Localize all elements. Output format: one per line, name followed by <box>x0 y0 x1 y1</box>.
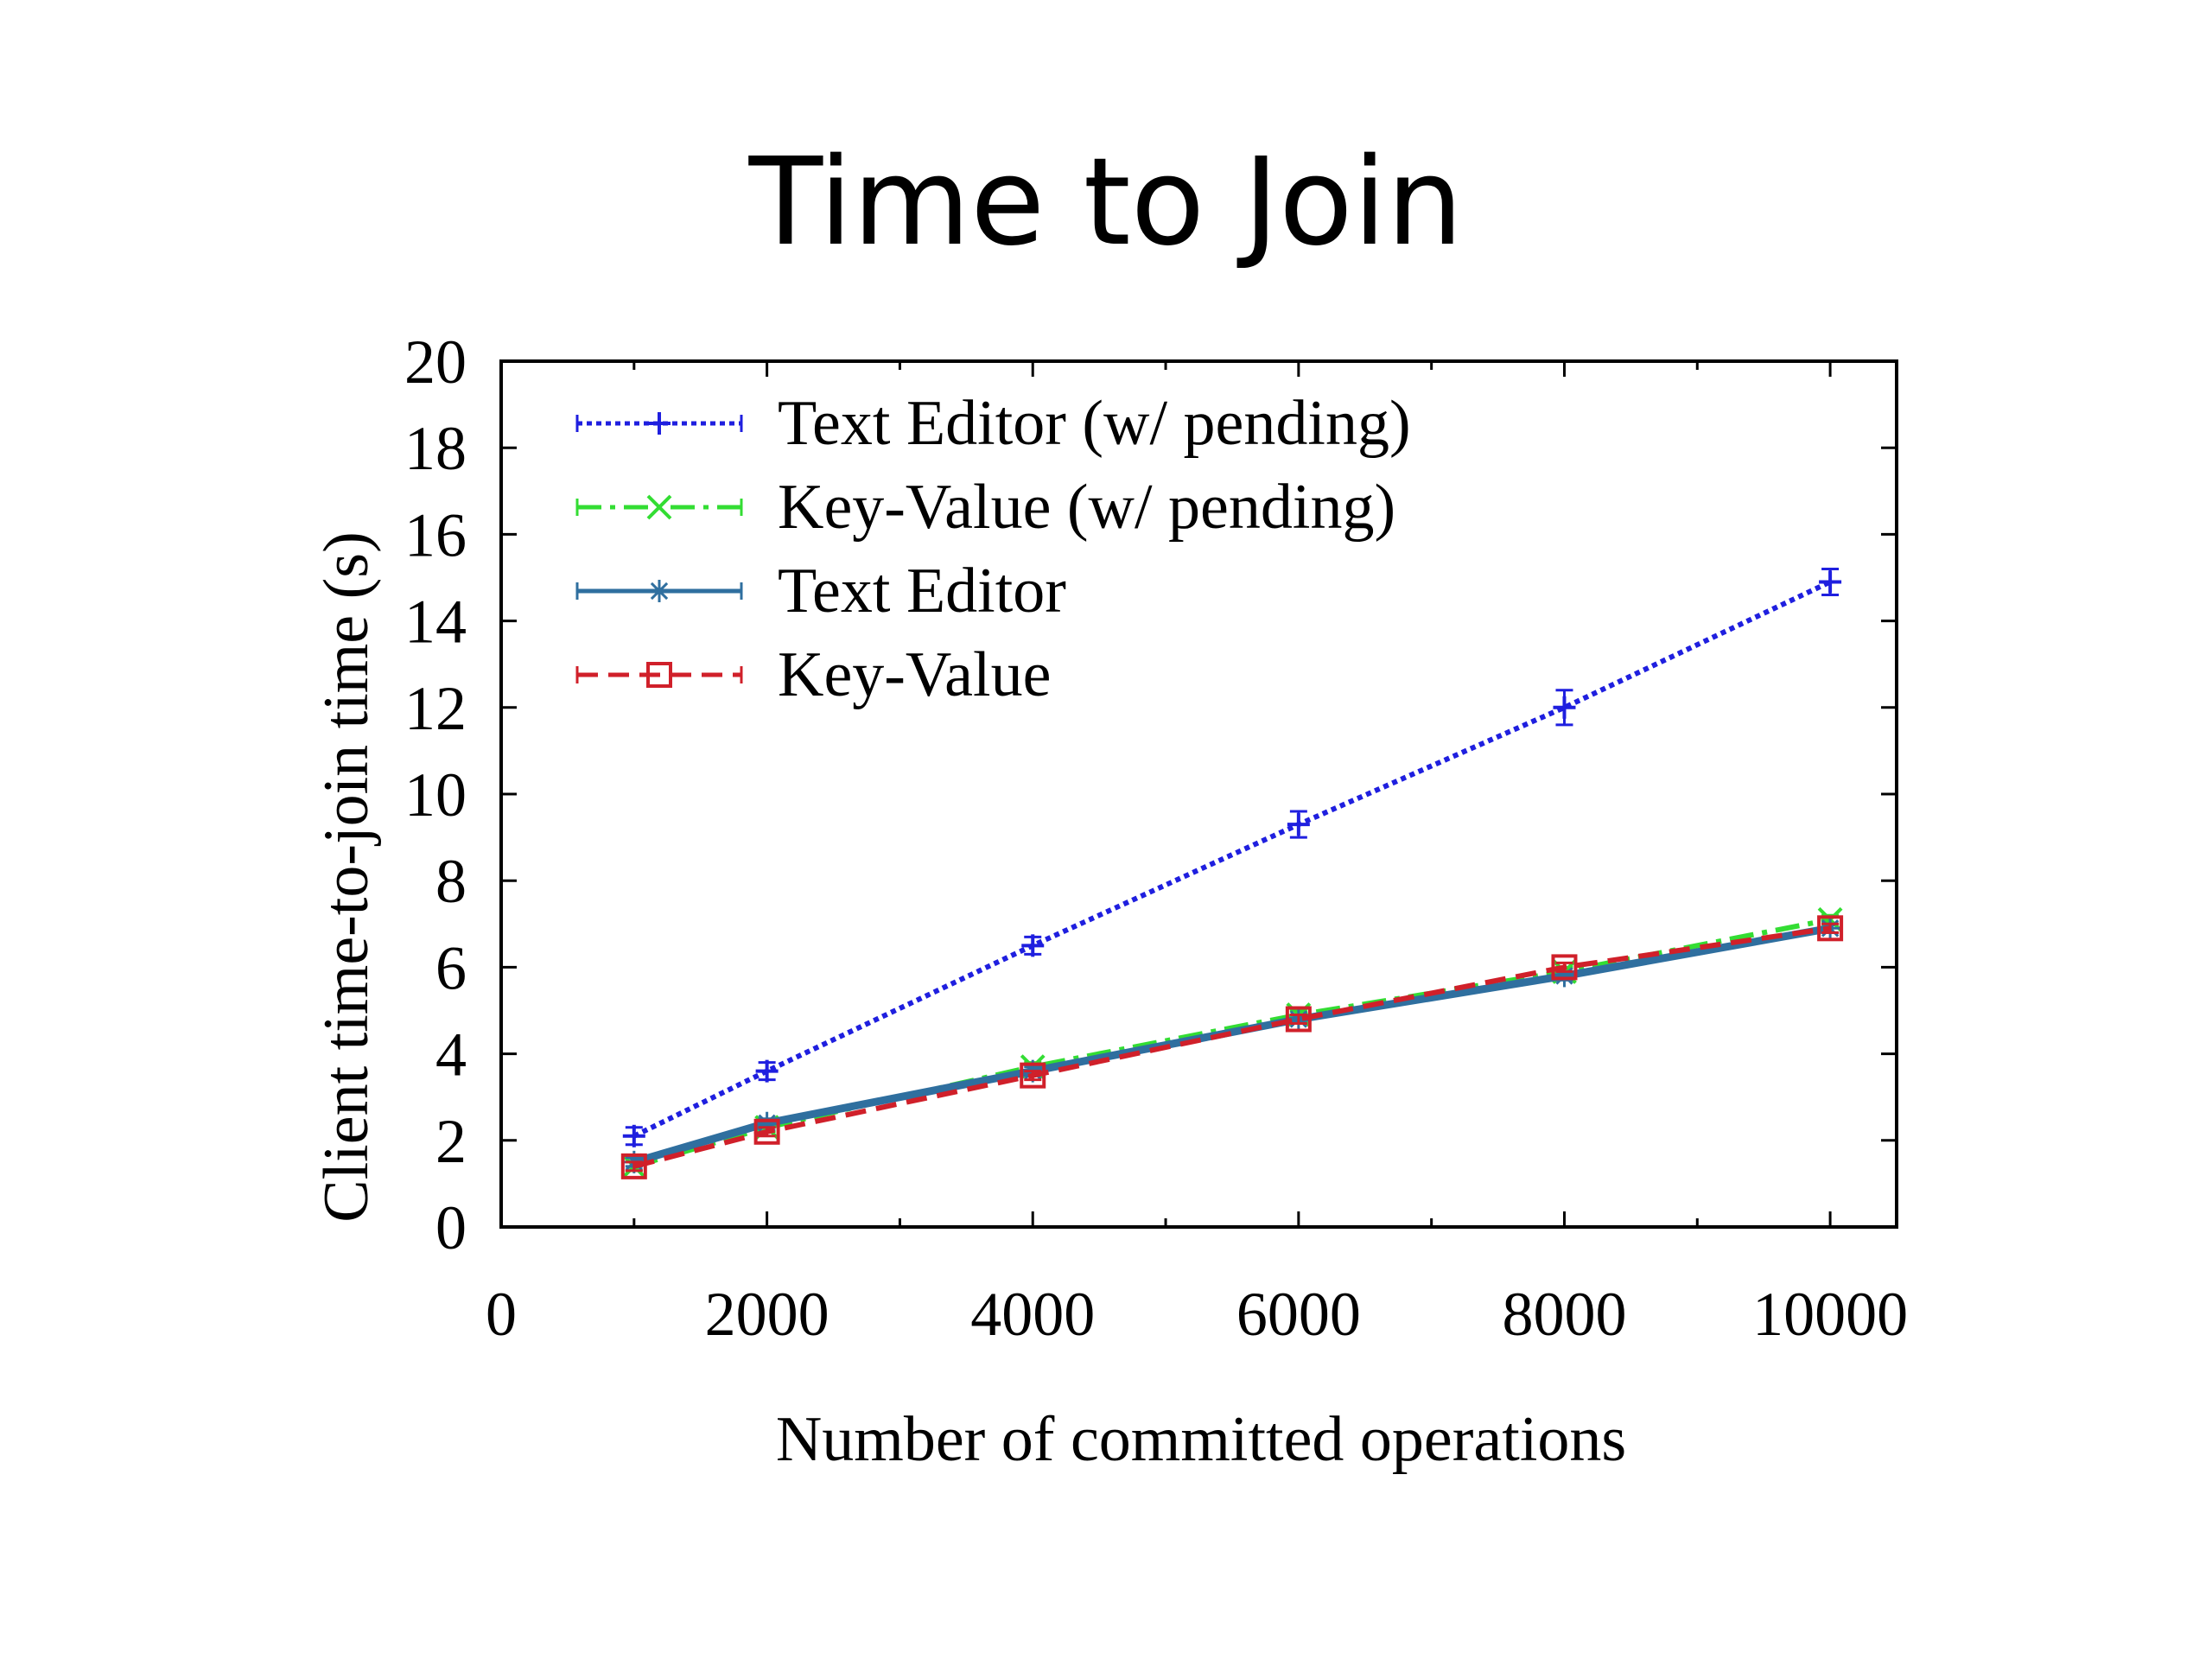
data-point <box>1287 813 1310 836</box>
legend-label: Text Editor <box>778 556 1066 626</box>
y-tick-label: 2 <box>435 1107 467 1176</box>
y-tick-label: 14 <box>404 588 467 657</box>
legend-entry: Text Editor (w/ pending) <box>575 388 1411 459</box>
legend-marker <box>646 662 672 688</box>
y-tick-label: 20 <box>404 327 467 397</box>
data-point <box>1285 1006 1312 1033</box>
data-point <box>755 1059 779 1083</box>
series-line-4 <box>633 925 1831 1169</box>
data-point <box>622 1124 645 1147</box>
data-point <box>1553 696 1576 719</box>
slide-title: Time to Join <box>748 132 1464 273</box>
y-tick-label: 4 <box>435 1020 467 1090</box>
x-tick-label: 0 <box>486 1280 517 1349</box>
x-tick-label: 8000 <box>1502 1280 1626 1349</box>
x-tick-label: 6000 <box>1236 1280 1361 1349</box>
legend-entry: Key-Value (w/ pending) <box>575 472 1395 543</box>
legend-entry: Key-Value <box>575 639 1051 710</box>
data-point <box>1551 954 1578 981</box>
y-tick-label: 8 <box>435 847 467 916</box>
y-tick-label: 10 <box>404 760 467 830</box>
error-bar <box>1024 1070 1042 1082</box>
x-tick-label: 2000 <box>705 1280 830 1349</box>
data-point <box>1021 934 1045 957</box>
error-bar <box>758 1126 776 1138</box>
legend-label: Key-Value <box>778 639 1051 710</box>
data-point <box>753 1118 780 1145</box>
y-tick-label: 12 <box>404 674 467 743</box>
legend-marker <box>646 494 672 520</box>
data-point <box>1819 570 1842 594</box>
legend-marker <box>648 412 671 435</box>
legend-label: Key-Value (w/ pending) <box>778 472 1395 543</box>
error-bar <box>625 1160 643 1173</box>
x-tick-label: 4000 <box>970 1280 1095 1349</box>
x-tick-label: 10000 <box>1752 1280 1908 1349</box>
y-tick-label: 0 <box>435 1193 467 1262</box>
y-tick-label: 6 <box>435 933 467 1002</box>
data-point <box>1817 915 1844 942</box>
error-bar <box>1289 1014 1307 1026</box>
y-axis-title: Client time-to-join time (s) <box>311 531 382 1222</box>
data-point <box>620 1153 647 1179</box>
y-tick-label: 18 <box>404 414 467 483</box>
data-point <box>1020 1062 1046 1089</box>
x-axis-title: Number of committed operations <box>776 1404 1626 1475</box>
legend-marker <box>648 580 671 602</box>
error-bar <box>1555 961 1573 973</box>
y-tick-label: 16 <box>404 500 467 569</box>
legend-entry: Text Editor <box>575 556 1066 626</box>
error-bar <box>1821 922 1840 934</box>
legend-label: Text Editor (w/ pending) <box>778 388 1411 459</box>
series-line-3 <box>632 924 1831 1166</box>
